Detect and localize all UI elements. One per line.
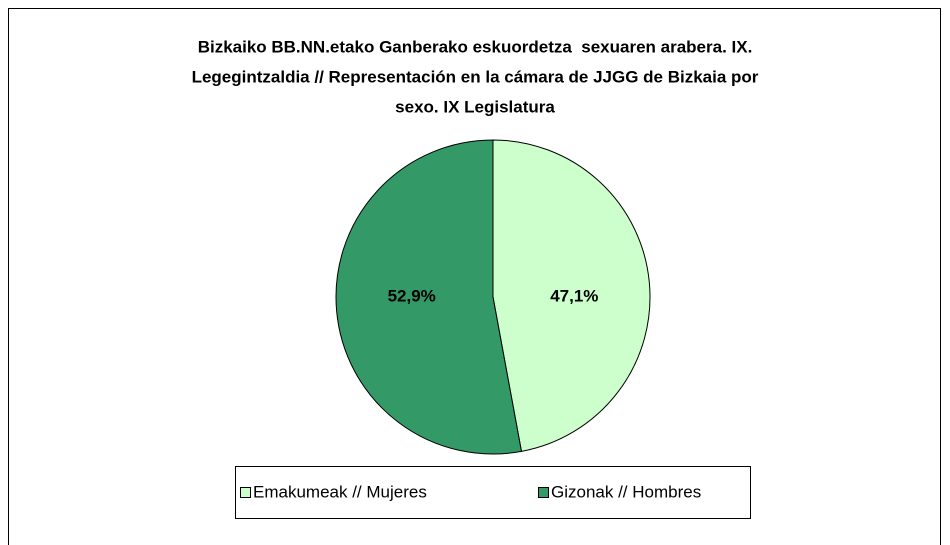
chart-border bbox=[8, 8, 941, 545]
pie-slice bbox=[492, 139, 651, 452]
pie-slice bbox=[335, 139, 523, 455]
title-line: Bizkaiko BB.NN.etako Ganberako eskuordet… bbox=[198, 37, 753, 56]
title-line: Legegintzaldia // Representación en la c… bbox=[192, 67, 759, 86]
legend-box bbox=[235, 466, 751, 519]
legend: Emakumeak // Mujeres Gizonak // Hombres bbox=[240, 482, 701, 501]
legend-label: Gizonak // Hombres bbox=[551, 482, 701, 501]
legend-swatch bbox=[240, 487, 251, 498]
legend-swatch bbox=[538, 487, 549, 498]
value-label: 52,9% bbox=[388, 287, 436, 306]
pie: 47,1% 52,9% bbox=[335, 139, 651, 455]
legend-label: Emakumeak // Mujeres bbox=[253, 482, 427, 501]
value-label: 47,1% bbox=[550, 286, 598, 305]
chart-title: Bizkaiko BB.NN.etako Ganberako eskuordet… bbox=[192, 37, 759, 116]
title-line: sexo. IX Legislatura bbox=[395, 97, 555, 116]
